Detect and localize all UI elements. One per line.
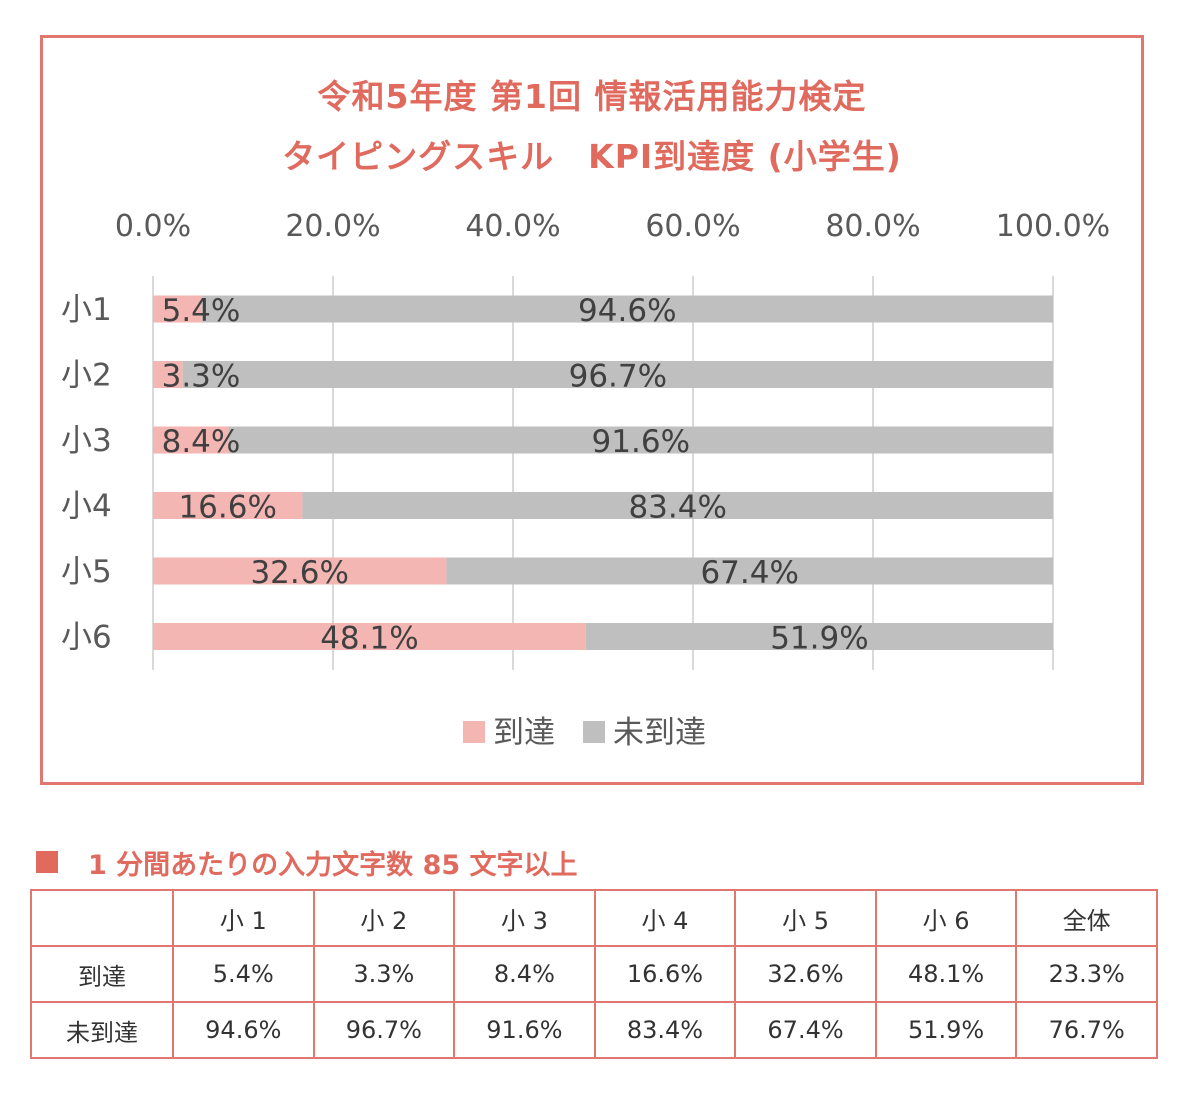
legend-swatch — [583, 721, 605, 743]
bar-reached — [153, 361, 183, 388]
data-table: 小 1 小 2 小 3 小 4 小 5 小 6 全体 到達 5.4% 3.3% … — [30, 889, 1158, 1059]
table-cell: 32.6% — [734, 945, 877, 1003]
x-tick-label: 60.0% — [645, 209, 740, 244]
table-cell: 76.7% — [1015, 1001, 1158, 1059]
category-label: 小3 — [61, 423, 112, 459]
square-bullet-icon — [36, 851, 58, 873]
bar-reached — [153, 295, 202, 323]
legend-swatch — [463, 721, 485, 743]
bar-not-reached — [201, 295, 1054, 323]
category-label: 小5 — [61, 554, 112, 590]
table-cell: 67.4% — [734, 1001, 877, 1059]
bar-not-reached — [446, 557, 1053, 585]
x-tick-label: 100.0% — [996, 209, 1110, 244]
table-cell: 96.7% — [312, 1001, 456, 1059]
table-cell: 8.4% — [453, 945, 596, 1003]
table-row-label: 到達 — [30, 945, 174, 1003]
bar-reached — [153, 492, 303, 519]
chart-title-line2: タイピングスキル KPI到達度 (小学生) — [282, 137, 902, 176]
data-label: 83.4% — [628, 490, 726, 526]
table-cell: 48.1% — [874, 945, 1018, 1003]
table-cell: 23.3% — [1015, 945, 1158, 1003]
table-header-cell: 小 4 — [593, 889, 737, 947]
bar-reached — [153, 557, 447, 585]
data-label: 48.1% — [320, 621, 418, 657]
bar-not-reached — [302, 492, 1053, 519]
table-header-cell: 小 2 — [312, 889, 456, 947]
table-cell: 94.6% — [172, 1001, 315, 1059]
legend-label: 到達 — [493, 715, 555, 751]
data-label: 94.6% — [578, 293, 676, 329]
category-label: 小2 — [61, 358, 112, 394]
category-label: 小1 — [61, 292, 112, 328]
table-row-label: 未到達 — [30, 1001, 174, 1059]
table-header-cell: 小 1 — [172, 889, 315, 947]
bar-reached — [153, 623, 586, 650]
table-cell: 91.6% — [453, 1001, 596, 1059]
data-label: 96.7% — [569, 359, 667, 395]
table-header-cell — [30, 889, 174, 947]
data-label: 5.4% — [162, 293, 241, 329]
chart-frame: 令和5年度 第1回 情報活用能力検定 タイピングスキル KPI到達度 (小学生)… — [40, 35, 1144, 785]
table-header-cell: 小 3 — [453, 889, 596, 947]
table-row: 到達 5.4% 3.3% 8.4% 16.6% 32.6% 48.1% 23.3… — [30, 945, 1158, 1003]
table-cell: 16.6% — [593, 945, 737, 1003]
x-tick-label: 0.0% — [115, 209, 191, 244]
table-heading: 1 分間あたりの入力文字数 85 文字以上 — [36, 842, 578, 882]
table-header-cell: 全体 — [1015, 889, 1158, 947]
data-label: 67.4% — [700, 555, 798, 591]
table-header-cell: 小 5 — [734, 889, 877, 947]
x-tick-label: 20.0% — [285, 209, 380, 244]
category-label: 小6 — [61, 620, 112, 656]
chart-title-line1: 令和5年度 第1回 情報活用能力検定 — [317, 77, 867, 116]
table-cell: 3.3% — [312, 945, 456, 1003]
bar-not-reached — [228, 426, 1054, 454]
table-cell: 51.9% — [874, 1001, 1018, 1059]
table-header-row: 小 1 小 2 小 3 小 4 小 5 小 6 全体 — [30, 889, 1158, 947]
table-header-cell: 小 6 — [874, 889, 1018, 947]
table-cell: 83.4% — [593, 1001, 737, 1059]
data-label: 3.3% — [162, 359, 241, 395]
table-row: 未到達 94.6% 96.7% 91.6% 83.4% 67.4% 51.9% … — [30, 1001, 1158, 1059]
table-cell: 5.4% — [172, 945, 315, 1003]
data-label: 32.6% — [250, 555, 348, 591]
stacked-bar-chart: 0.0% 20.0% 40.0% 60.0% 80.0% 100.0% 小1 5.4% 94.6… — [61, 209, 1110, 751]
x-tick-label: 40.0% — [465, 209, 560, 244]
bar-not-reached — [182, 361, 1053, 388]
bar-reached — [153, 426, 229, 454]
data-label: 51.9% — [770, 621, 868, 657]
bar-not-reached — [585, 623, 1053, 650]
data-label: 8.4% — [162, 424, 241, 460]
category-label: 小4 — [61, 489, 112, 525]
x-tick-label: 80.0% — [825, 209, 920, 244]
data-label: 91.6% — [592, 424, 690, 460]
table-heading-text: 1 分間あたりの入力文字数 85 文字以上 — [88, 849, 578, 881]
legend-label: 未到達 — [613, 715, 706, 751]
data-label: 16.6% — [178, 490, 276, 526]
